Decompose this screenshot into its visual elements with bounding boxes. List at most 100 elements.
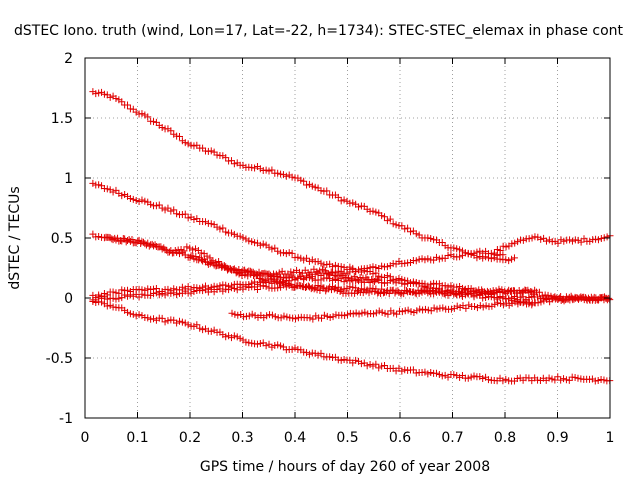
data-point [455, 288, 463, 296]
data-point [340, 278, 348, 286]
x-tick-label: 0.3 [231, 430, 253, 446]
data-point [271, 244, 279, 252]
data-point [488, 302, 496, 310]
data-point [305, 180, 313, 188]
data-point [285, 249, 293, 257]
data-point [326, 313, 334, 321]
data-point [389, 220, 397, 228]
data-point [484, 376, 492, 384]
data-point [412, 369, 420, 377]
data-point [330, 285, 338, 293]
data-point [92, 90, 100, 98]
data-point [308, 182, 316, 190]
data-point [163, 246, 171, 254]
data-point [199, 144, 207, 152]
y-tick-label: -0.5 [46, 351, 73, 367]
data-point [206, 254, 214, 262]
data-point [171, 247, 179, 255]
data-point [310, 285, 318, 293]
data-point [150, 118, 158, 126]
data-point [152, 202, 160, 210]
data-point [284, 280, 292, 288]
data-point [300, 177, 308, 185]
data-point [464, 250, 472, 258]
data-point [170, 285, 178, 293]
data-point [265, 340, 273, 348]
data-point [508, 255, 516, 263]
data-point [303, 272, 311, 280]
data-point [164, 204, 172, 212]
data-point [184, 140, 192, 148]
data-point [318, 314, 326, 322]
data-point [415, 231, 423, 239]
data-point [186, 244, 194, 252]
data-point [141, 111, 149, 119]
data-point [349, 199, 357, 207]
data-point [303, 181, 311, 189]
data-point [263, 312, 271, 320]
data-point [204, 147, 212, 155]
data-point [138, 196, 146, 204]
data-point [560, 375, 568, 383]
data-point [248, 238, 256, 246]
data-point [152, 118, 160, 126]
data-point [343, 269, 351, 277]
data-point [126, 310, 134, 318]
data-point [106, 301, 114, 309]
data-point [132, 108, 140, 116]
data-point [230, 230, 238, 238]
data-point [357, 285, 365, 293]
data-point [386, 215, 394, 223]
data-point [439, 304, 447, 312]
data-point [450, 371, 458, 379]
data-point [112, 295, 120, 303]
data-point [161, 206, 169, 214]
data-point [268, 245, 276, 253]
data-point [190, 142, 198, 150]
data-point [323, 187, 331, 195]
data-point [216, 225, 224, 233]
data-point [204, 284, 212, 292]
data-point [274, 341, 282, 349]
data-point [267, 271, 275, 279]
data-point [138, 110, 146, 118]
data-point [467, 251, 475, 259]
data-point [472, 287, 480, 295]
data-point [291, 344, 299, 352]
data-point [203, 258, 211, 266]
data-point [476, 373, 484, 381]
data-point [452, 289, 460, 297]
data-point [407, 228, 414, 236]
data-point [126, 194, 134, 202]
data-point [464, 374, 472, 382]
data-point [181, 210, 189, 218]
x-tick-label: 0.5 [336, 430, 358, 446]
data-point [453, 283, 461, 291]
y-tick-label: 1.5 [51, 111, 73, 127]
data-point [285, 277, 293, 285]
data-point [304, 269, 312, 277]
data-point [265, 243, 273, 251]
data-point [355, 266, 363, 274]
data-point [193, 215, 201, 223]
data-point [147, 200, 155, 208]
data-point [565, 376, 573, 384]
data-point [577, 294, 585, 302]
data-point [135, 311, 143, 319]
data-point [207, 147, 215, 155]
data-point [385, 290, 393, 298]
data-point [427, 234, 435, 242]
data-point [378, 262, 386, 270]
data-point [291, 276, 299, 284]
data-point [381, 309, 389, 317]
data-point [595, 295, 603, 303]
data-point [326, 353, 334, 361]
data-point [109, 288, 117, 296]
y-tick-label: 1 [64, 171, 73, 187]
data-point [508, 240, 516, 248]
series-sat-i [89, 297, 614, 385]
data-point [227, 282, 235, 290]
data-point [341, 312, 349, 320]
data-point [493, 245, 501, 253]
data-point [297, 273, 305, 281]
